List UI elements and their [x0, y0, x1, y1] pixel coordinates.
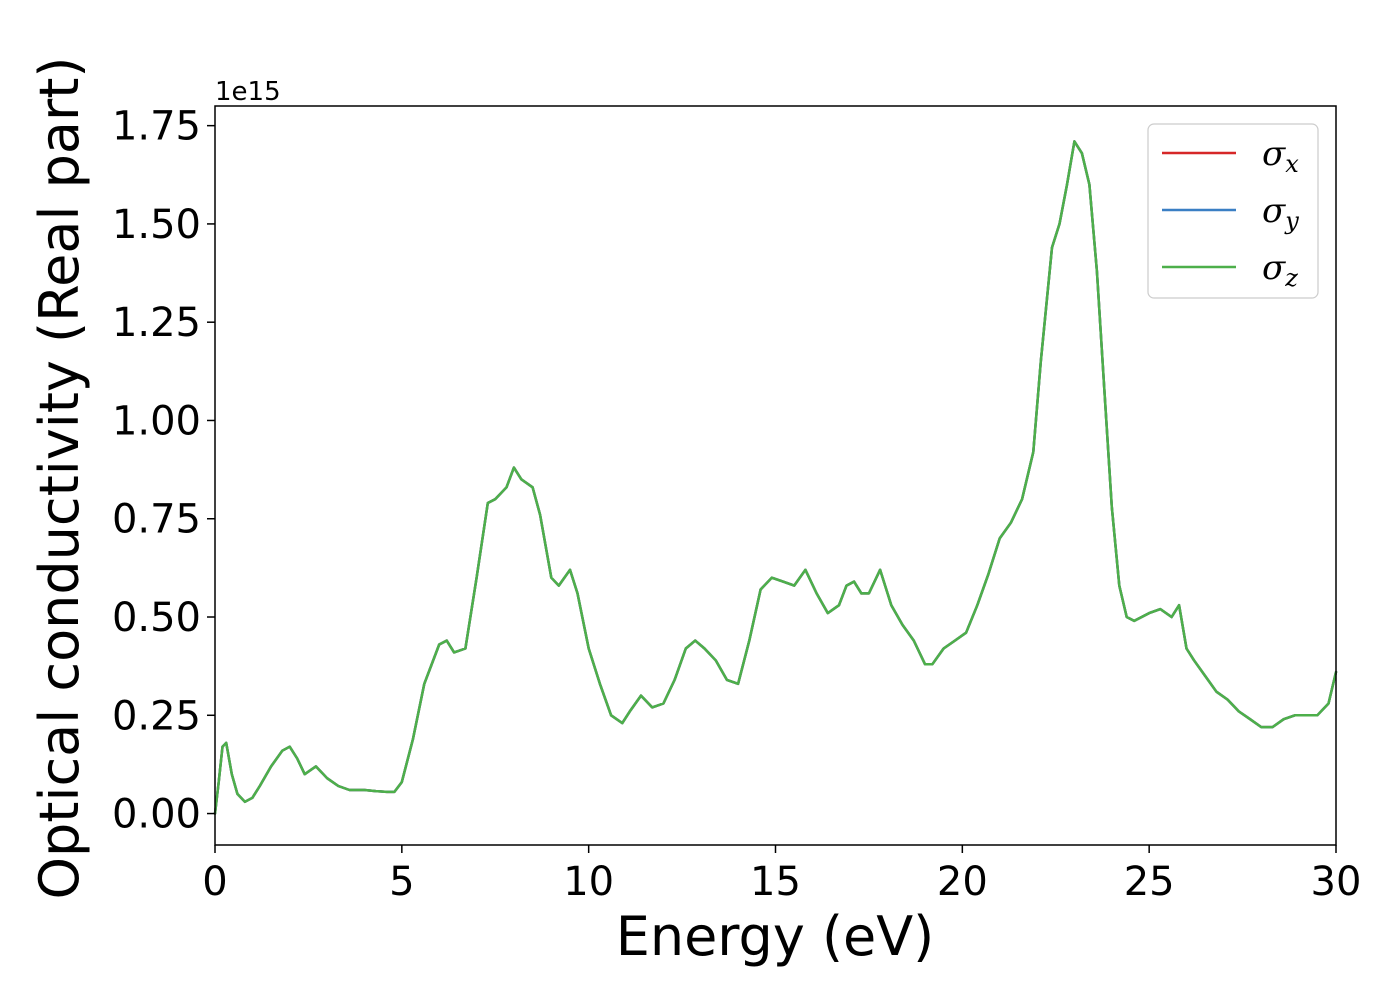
y-offset-label: 1e15 [215, 77, 281, 107]
x-tick-label: 5 [389, 859, 414, 905]
legend-label-x: σx [1262, 134, 1299, 178]
y-tick-label: 0.00 [112, 792, 201, 838]
x-tick-label: 20 [937, 859, 988, 905]
x-tick-label: 0 [202, 859, 227, 905]
legend-label-y: σy [1262, 191, 1299, 235]
y-tick-label: 1.75 [112, 104, 201, 150]
y-tick-label: 0.50 [112, 595, 201, 641]
y-tick-label: 0.75 [112, 497, 201, 543]
y-tick-label: 1.00 [112, 398, 201, 444]
x-tick-label: 25 [1124, 859, 1175, 905]
series-lines [213, 140, 1338, 815]
legend: σx σy σz [1147, 123, 1319, 299]
y-axis-ticks: 0.00 0.25 0.50 0.75 1.00 1.25 1.50 1.75 [112, 104, 215, 838]
x-tick-label: 15 [750, 859, 801, 905]
x-tick-label: 30 [1311, 859, 1362, 905]
series-line-z [213, 140, 1338, 815]
y-tick-label: 1.25 [112, 300, 201, 346]
x-axis-ticks: 0 5 10 15 20 25 30 [202, 845, 1361, 905]
x-axis-title: Energy (eV) [616, 905, 935, 968]
x-tick-label: 10 [563, 859, 614, 905]
y-axis-title: Optical conductivity (Real part) [28, 57, 91, 900]
legend-label-z: σz [1262, 248, 1298, 292]
y-tick-label: 0.25 [112, 693, 201, 739]
y-tick-label: 1.50 [112, 202, 201, 248]
